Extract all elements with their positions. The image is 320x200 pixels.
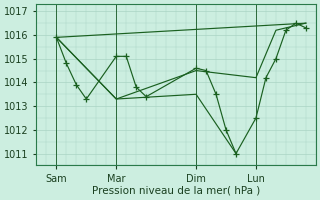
X-axis label: Pression niveau de la mer( hPa ): Pression niveau de la mer( hPa ) xyxy=(92,186,260,196)
